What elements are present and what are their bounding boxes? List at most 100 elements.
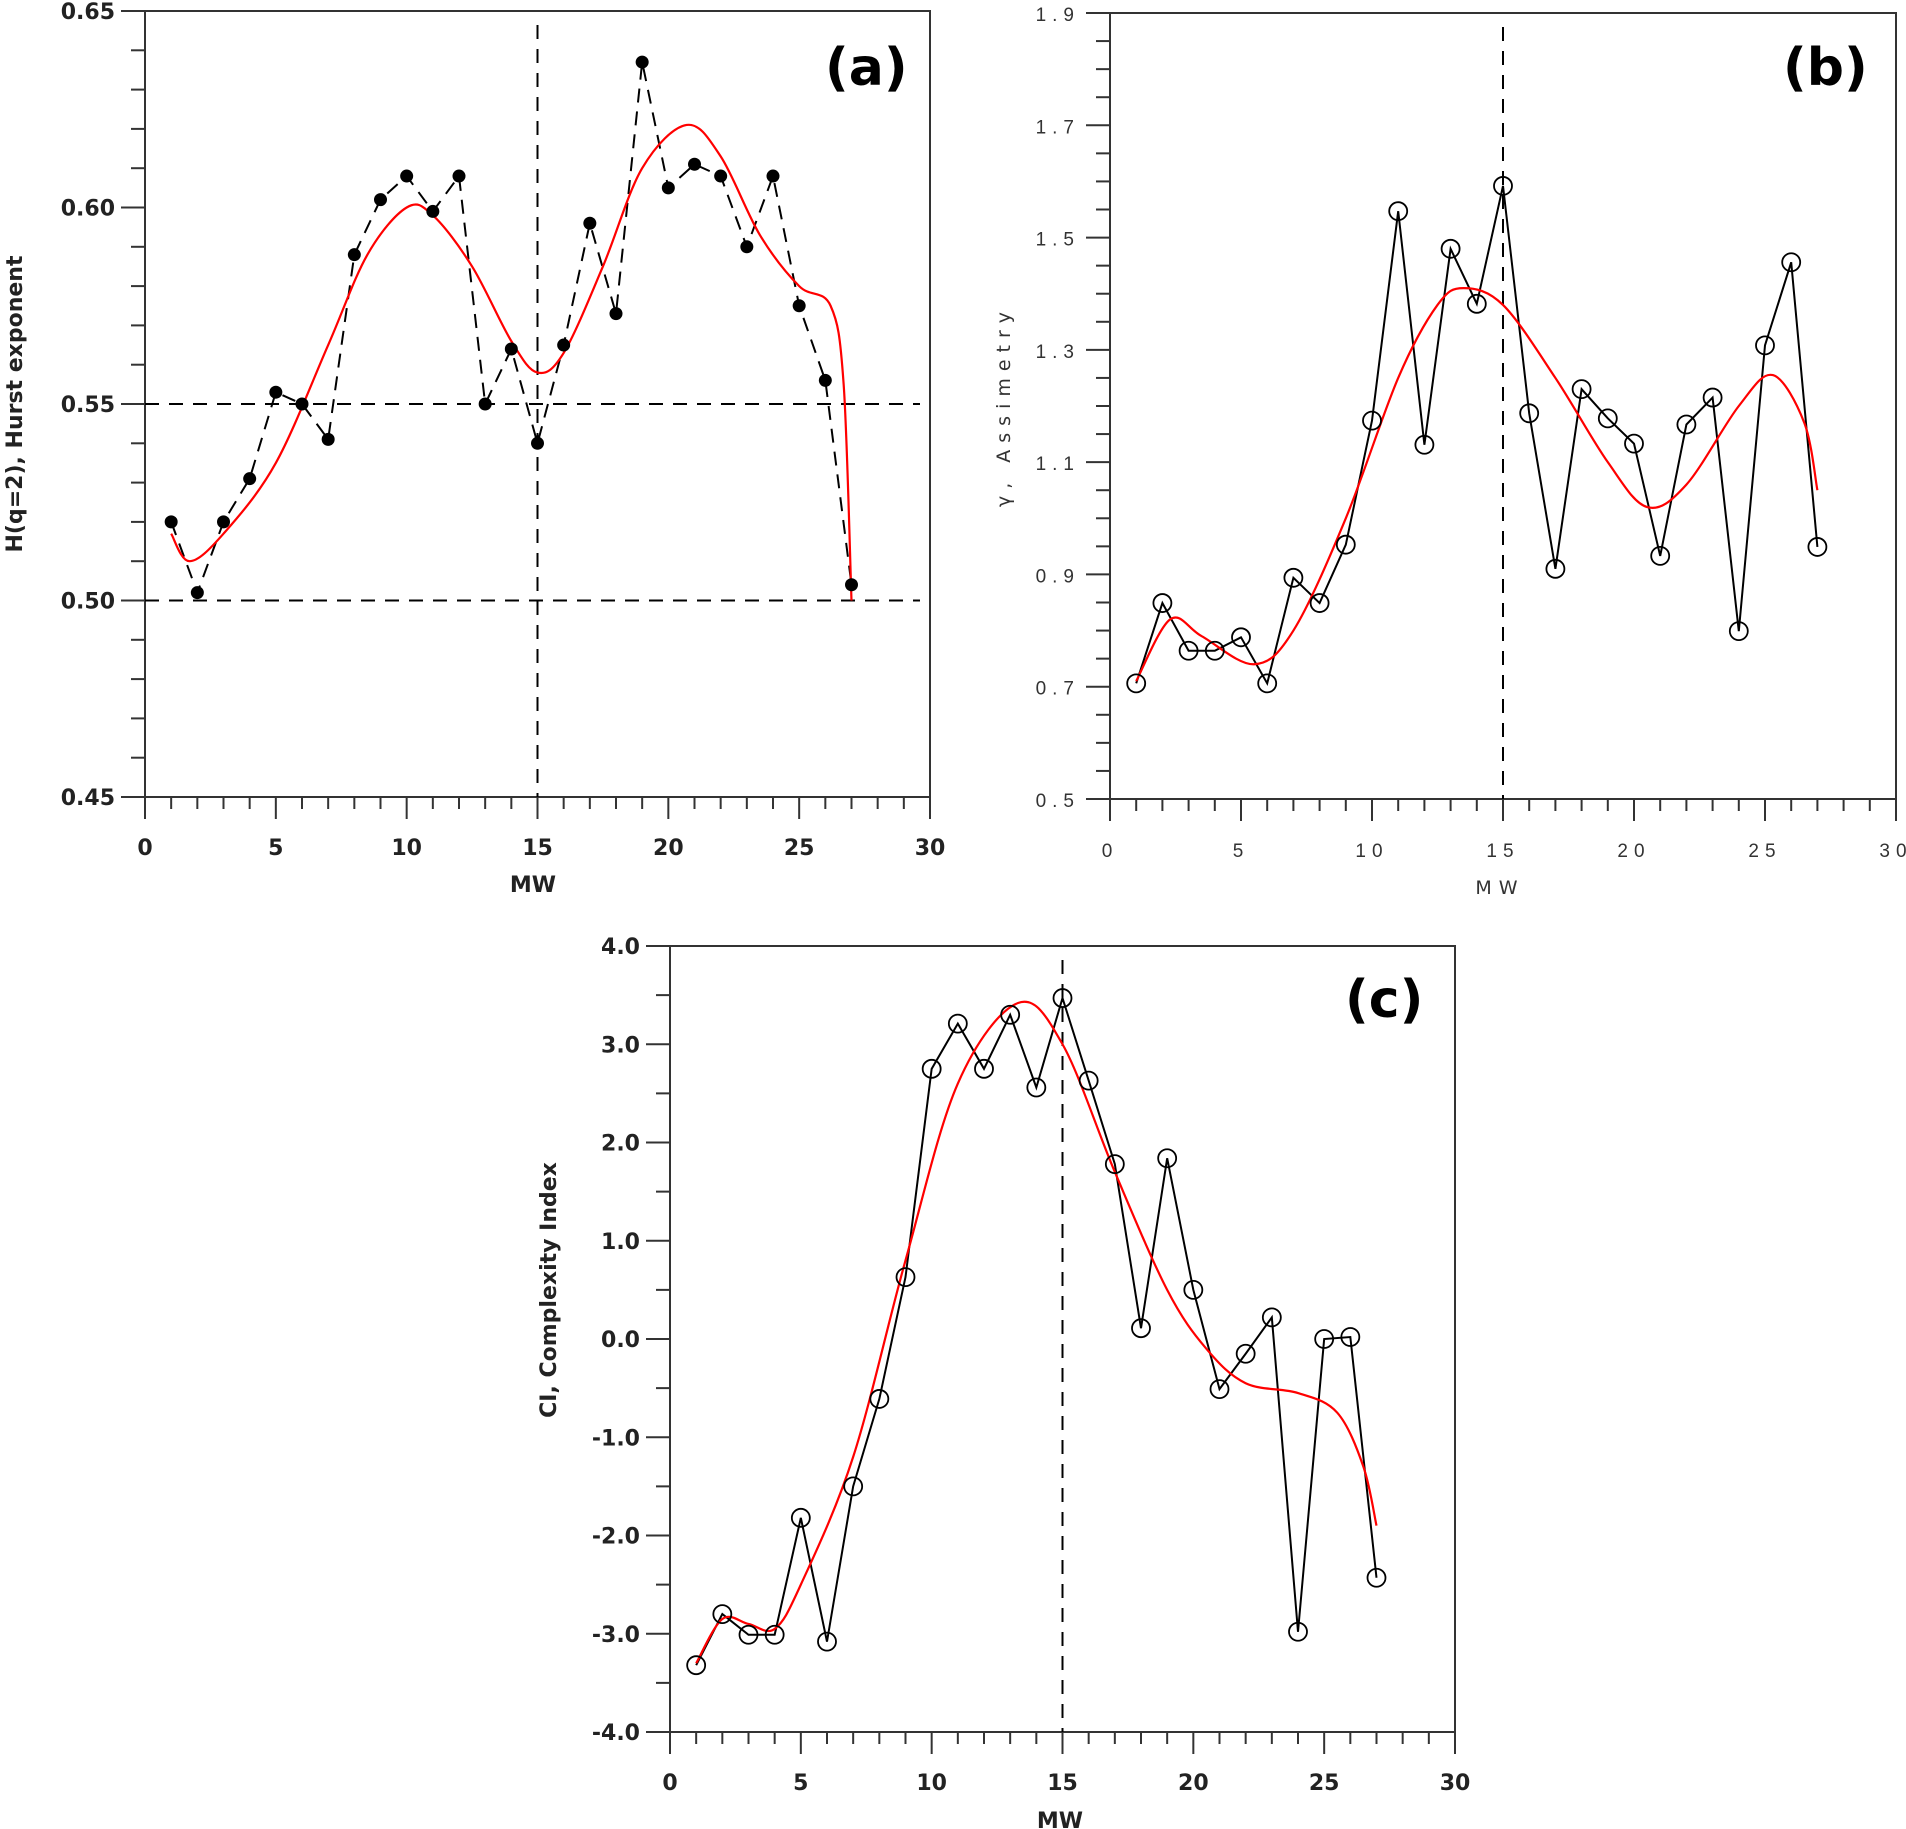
data-point (740, 240, 754, 254)
x-tick-label: 15 (1486, 841, 1519, 862)
y-tick-label: -1.0 (592, 1426, 640, 1451)
x-tick-label: 20 (1617, 841, 1650, 862)
data-point (764, 1624, 785, 1645)
data-point (1335, 534, 1356, 555)
x-tick-label: 15 (1047, 1771, 1078, 1796)
y-tick-label: -4.0 (592, 1721, 640, 1746)
x-tick-label: 30 (1879, 841, 1906, 862)
x-tick-label: 0 (137, 836, 152, 861)
data-point (1309, 593, 1330, 613)
panel-c-tag: (c) (1345, 970, 1423, 1030)
data-point (1261, 1307, 1282, 1328)
data-point (374, 193, 387, 207)
panel-b-tag: (b) (1783, 38, 1868, 98)
x-tick-label: 5 (1233, 841, 1250, 862)
fit-curve (170, 123, 853, 601)
data-series-line (695, 994, 1378, 1666)
x-tick-label: 10 (391, 836, 422, 861)
panel-c-ylabel: CI, Complexity Index (537, 1162, 562, 1418)
y-tick-label: 1.1 (1036, 454, 1080, 475)
x-tick-label: 0 (662, 1771, 677, 1796)
y-tick-label: 1.5 (1036, 230, 1080, 251)
y-tick-label: 0.0 (601, 1328, 640, 1353)
data-point (269, 385, 283, 399)
data-point (1257, 673, 1278, 694)
data-point (583, 216, 597, 230)
data-point (164, 515, 178, 529)
panel-a-tag: (a) (825, 38, 908, 98)
y-tick-label: 3.0 (601, 1033, 640, 1058)
data-point (217, 515, 230, 529)
data-point (1807, 537, 1828, 557)
data-point (1571, 379, 1592, 400)
data-point (686, 1655, 707, 1676)
data-point (504, 342, 518, 356)
data-point (1362, 410, 1382, 431)
data-point (1204, 640, 1225, 661)
y-tick-label: 1.3 (1036, 342, 1080, 363)
data-point (1000, 1004, 1021, 1025)
data-point (1157, 1148, 1178, 1169)
data-point (1676, 414, 1697, 435)
x-tick-label: 25 (1748, 841, 1781, 862)
data-point (1728, 621, 1749, 642)
data-point (869, 1389, 890, 1409)
data-point (1702, 387, 1723, 408)
data-point (1493, 176, 1513, 196)
data-point (1545, 558, 1566, 579)
y-tick-label: 0.60 (61, 197, 115, 222)
fit-curve (695, 1000, 1378, 1664)
data-point (1104, 1154, 1125, 1175)
data-point (1440, 238, 1461, 259)
y-tick-label: 2.0 (601, 1132, 640, 1157)
panel-c-xlabel: MW (1037, 1809, 1083, 1829)
data-point (1126, 673, 1147, 694)
y-tick-label: 1.0 (601, 1230, 640, 1255)
data-point (1597, 408, 1618, 429)
data-point (1314, 1329, 1335, 1349)
data-point (1650, 546, 1671, 566)
data-point (766, 169, 780, 183)
data-point (635, 55, 649, 69)
data-series-line (170, 61, 853, 596)
x-tick-label: 20 (653, 836, 684, 861)
data-point (1781, 252, 1802, 273)
y-tick-label: 0.65 (61, 0, 115, 25)
x-tick-label: 0 (1102, 841, 1119, 862)
data-point (1052, 988, 1073, 1008)
panel-a-hurst-exponent: (a) MW H(q=2), Hurst exponent 0 5 10 15 20 25… (3, 0, 945, 898)
data-point (738, 1624, 759, 1645)
data-point (190, 586, 204, 600)
data-point (790, 1507, 811, 1528)
data-series-line (1135, 185, 1819, 687)
data-point (1340, 1327, 1361, 1347)
data-point (818, 373, 832, 387)
data-point (452, 169, 466, 183)
y-tick-label: 0.9 (1036, 566, 1080, 587)
data-point (1388, 201, 1409, 222)
data-point (1283, 567, 1304, 588)
data-point (531, 436, 544, 450)
y-tick-label: 0.45 (61, 786, 115, 811)
x-tick-label: 25 (784, 836, 815, 861)
x-tick-label: 30 (1440, 1771, 1471, 1796)
y-tick-label: 1.7 (1036, 117, 1080, 138)
data-point (712, 1604, 733, 1624)
data-point (1152, 593, 1173, 613)
data-point (947, 1013, 968, 1034)
data-point (974, 1058, 994, 1079)
data-point (1414, 434, 1435, 455)
data-point (845, 578, 858, 592)
y-tick-label: 0.50 (61, 590, 115, 615)
data-point (557, 338, 571, 352)
data-point (1755, 335, 1775, 356)
data-point (1231, 627, 1251, 648)
data-point (426, 204, 440, 218)
data-point (1178, 640, 1199, 661)
data-point (921, 1058, 942, 1079)
x-tick-label: 10 (1355, 841, 1388, 862)
data-point (1519, 403, 1540, 424)
panel-b-xlabel: MW (1475, 877, 1524, 899)
data-point (478, 397, 492, 411)
y-tick-label: 4.0 (601, 935, 640, 960)
